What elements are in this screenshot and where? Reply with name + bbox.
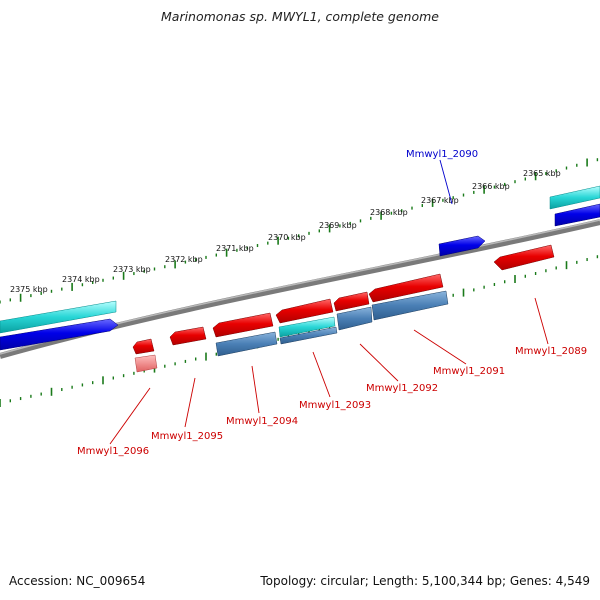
ruler-label: 2365 kbp [523, 169, 561, 178]
ruler-label: 2369 kbp [319, 221, 357, 230]
gene-feature[interactable] [371, 290, 449, 321]
leader-line [251, 365, 260, 414]
leader-line [413, 329, 467, 365]
rna-feature[interactable] [278, 316, 336, 338]
gene-feature[interactable] [336, 306, 373, 331]
ruler-label: 2375 kbp [10, 285, 48, 294]
gene-label[interactable]: Mmwyl1_2092 [366, 383, 438, 394]
gene-feature[interactable] [279, 326, 338, 345]
reverse-strand-features [132, 244, 555, 373]
leader-line [534, 297, 549, 345]
ruler-label: 2367 kbp [421, 196, 459, 205]
topology-summary: Topology: circular; Length: 5,100,344 bp… [260, 574, 590, 588]
leader-line [359, 343, 399, 382]
cds-forward[interactable] [554, 203, 600, 227]
cds-reverse-mmwyl1-2092[interactable] [333, 291, 370, 312]
ruler-ticks-upper [0, 158, 599, 304]
gene-label[interactable]: Mmwyl1_2095 [151, 431, 223, 442]
leader-line [439, 159, 453, 205]
leader-line [312, 351, 331, 398]
ruler-label: 2368 kbp [370, 208, 408, 217]
gene-label[interactable]: Mmwyl1_2094 [226, 416, 298, 427]
ruler-label: 2373 kbp [113, 265, 151, 274]
gene-feature[interactable] [215, 331, 278, 357]
gene-label[interactable]: Mmwyl1_2090 [406, 149, 478, 160]
ruler-label: 2370 kbp [268, 233, 306, 242]
label-leaders [109, 159, 549, 445]
ruler-label: 2374 kbp [62, 275, 100, 284]
cds-reverse-mmwyl1-2096[interactable] [132, 338, 155, 355]
cds-reverse-mmwyl1-2091[interactable] [368, 273, 444, 303]
ruler-label: 2372 kbp [165, 255, 203, 264]
cds-reverse-mmwyl1-2094[interactable] [212, 312, 274, 338]
ruler-label: 2371 kbp [216, 244, 254, 253]
gene-labels: Mmwyl1_2090 Mmwyl1_2089 Mmwyl1_2091 Mmwy… [77, 149, 587, 457]
gene-label[interactable]: Mmwyl1_2091 [433, 366, 505, 377]
cds-reverse-mmwyl1-2095[interactable] [169, 326, 207, 346]
leader-line [184, 377, 196, 428]
ruler-labels: 2375 kbp 2374 kbp 2373 kbp 2372 kbp 2371… [10, 169, 561, 294]
ruler-label: 2366 kbp [472, 182, 510, 191]
gene-label[interactable]: Mmwyl1_2093 [299, 400, 371, 411]
gene-feature-pseudo[interactable] [134, 354, 158, 373]
gene-label[interactable]: Mmwyl1_2096 [77, 446, 149, 457]
map-title: Marinomonas sp. MWYL1, complete genome [161, 9, 439, 24]
cds-forward[interactable] [0, 318, 119, 351]
cds-reverse-mmwyl1-2093[interactable] [275, 298, 334, 324]
forward-strand-features [0, 185, 600, 351]
rna-feature[interactable] [0, 300, 117, 334]
rna-feature[interactable] [549, 185, 600, 210]
gene-label[interactable]: Mmwyl1_2089 [515, 346, 587, 357]
accession-text: Accession: NC_009654 [9, 574, 146, 588]
cds-reverse-mmwyl1-2089[interactable] [493, 244, 555, 271]
leader-line [109, 387, 151, 445]
cds-forward-mmwyl1-2090[interactable] [438, 235, 486, 257]
